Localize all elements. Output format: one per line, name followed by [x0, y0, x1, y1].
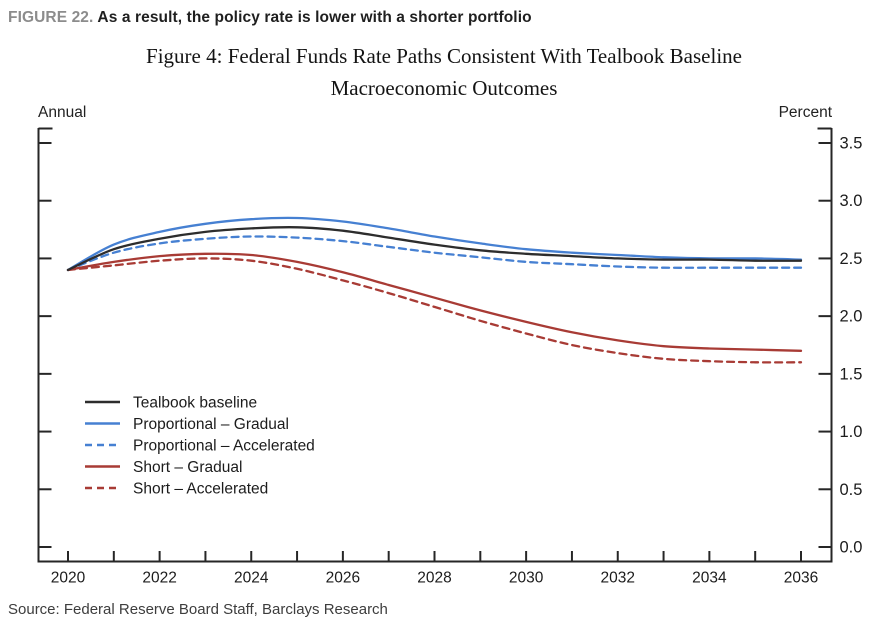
x-tick-label: 2030: [509, 570, 544, 587]
x-tick-label: 2026: [326, 570, 360, 587]
chart-title-line2: Macroeconomic Outcomes: [330, 76, 558, 100]
series-line-short-accelerated: [66, 257, 803, 364]
legend-label-tealbook-baseline: Tealbook baseline: [133, 395, 257, 412]
series-line-proportional-accelerated: [66, 235, 803, 272]
x-tick-label: 2028: [417, 570, 451, 587]
right-axis-caption: Percent: [778, 104, 832, 121]
report-header: FIGURE 22. As a result, the policy rate i…: [8, 9, 532, 27]
legend-label-proportional-gradual: Proportional – Gradual: [133, 416, 289, 433]
y-tick-label: 3.0: [840, 192, 863, 210]
x-tick-label: 2036: [784, 570, 818, 587]
y-tick-label: 0.0: [840, 539, 863, 557]
figure-caption: As a result, the policy rate is lower wi…: [97, 9, 532, 26]
x-tick-label: 2020: [51, 570, 86, 587]
series-line-proportional-gradual: [66, 216, 803, 272]
y-tick-label: 2.5: [840, 250, 863, 268]
x-tick-label: 2024: [234, 570, 269, 587]
legend: Tealbook baseline Proportional – Gradual P…: [85, 395, 315, 498]
chart-title-line1: Figure 4: Federal Funds Rate Paths Consi…: [146, 44, 742, 68]
series-line-tealbook-baseline: [66, 226, 803, 272]
figure-number-label: FIGURE 22.: [8, 9, 94, 26]
series-line-short-gradual: [66, 252, 803, 352]
y-tick-label: 0.5: [840, 481, 863, 499]
x-tick-label: 2034: [692, 570, 727, 587]
legend-label-proportional-accelerated: Proportional – Accelerated: [133, 438, 315, 455]
chart-title: Figure 4: Federal Funds Rate Paths Consi…: [0, 40, 888, 104]
y-tick-label: 2.0: [840, 308, 863, 326]
y-tick-label: 3.5: [840, 134, 863, 152]
x-tick-label: 2032: [601, 570, 635, 587]
y-tick-label: 1.5: [840, 365, 863, 383]
source-line: Source: Federal Reserve Board Staff, Bar…: [8, 601, 388, 618]
left-axis-caption: Annual: [38, 104, 87, 121]
legend-label-short-accelerated: Short – Accelerated: [133, 481, 268, 498]
legend-label-short-gradual: Short – Gradual: [133, 459, 242, 476]
y-tick-label: 1.0: [840, 423, 863, 441]
x-tick-label: 2022: [142, 570, 176, 587]
axes: [37, 127, 833, 563]
